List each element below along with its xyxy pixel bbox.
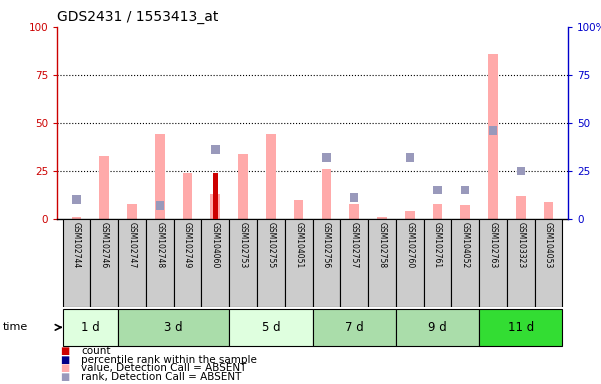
Text: GSM102744: GSM102744	[72, 222, 81, 268]
Bar	[63, 219, 90, 307]
Bar	[211, 146, 219, 154]
Text: GSM103323: GSM103323	[516, 222, 525, 268]
Text: 1 d: 1 d	[81, 321, 100, 334]
Text: GSM102748: GSM102748	[155, 222, 164, 268]
Text: 7 d: 7 d	[345, 321, 364, 334]
Text: GSM102755: GSM102755	[266, 222, 275, 268]
Text: GSM102753: GSM102753	[239, 222, 248, 268]
Text: 11 d: 11 d	[508, 321, 534, 334]
Bar	[535, 219, 563, 307]
Bar	[517, 167, 525, 175]
Bar	[461, 186, 469, 194]
Bar	[350, 194, 358, 202]
Bar	[63, 309, 118, 346]
Text: GSM102747: GSM102747	[127, 222, 136, 268]
Text: ■: ■	[60, 355, 69, 365]
Bar	[229, 309, 313, 346]
Text: time: time	[3, 322, 28, 333]
Bar	[285, 219, 313, 307]
Text: GSM102763: GSM102763	[489, 222, 498, 268]
Bar	[488, 54, 498, 219]
Bar	[433, 204, 442, 219]
Bar	[340, 219, 368, 307]
Bar	[396, 219, 424, 307]
Bar	[174, 219, 201, 307]
Bar	[424, 219, 451, 307]
Text: GSM104052: GSM104052	[461, 222, 470, 268]
Bar	[507, 219, 535, 307]
Bar	[368, 219, 396, 307]
Bar	[349, 204, 359, 219]
Text: GSM102756: GSM102756	[322, 222, 331, 268]
Bar	[118, 219, 146, 307]
Bar	[322, 153, 331, 162]
Bar	[238, 154, 248, 219]
Bar	[156, 201, 164, 210]
Bar	[99, 156, 109, 219]
Bar	[396, 309, 479, 346]
Bar	[377, 217, 387, 219]
Bar	[146, 219, 174, 307]
Text: ■: ■	[60, 346, 69, 356]
Bar	[229, 219, 257, 307]
Bar	[294, 200, 304, 219]
Text: 5 d: 5 d	[261, 321, 280, 334]
Bar	[118, 309, 229, 346]
Bar	[183, 173, 192, 219]
Text: ■: ■	[60, 363, 69, 373]
Bar	[210, 194, 220, 219]
Bar	[406, 153, 414, 162]
Bar	[433, 186, 442, 194]
Bar	[257, 219, 285, 307]
Text: 9 d: 9 d	[428, 321, 447, 334]
Bar	[460, 205, 470, 219]
Bar	[201, 219, 229, 307]
Bar	[479, 219, 507, 307]
Text: value, Detection Call = ABSENT: value, Detection Call = ABSENT	[81, 363, 246, 373]
Text: percentile rank within the sample: percentile rank within the sample	[81, 355, 257, 365]
Bar	[405, 211, 415, 219]
Bar	[266, 134, 276, 219]
Bar	[313, 219, 340, 307]
Bar	[155, 134, 165, 219]
Text: GSM102760: GSM102760	[405, 222, 414, 268]
Bar	[544, 202, 554, 219]
Text: GSM102746: GSM102746	[100, 222, 109, 268]
Text: GSM104060: GSM104060	[211, 222, 220, 268]
Bar	[127, 204, 137, 219]
Bar	[489, 126, 497, 135]
Text: rank, Detection Call = ABSENT: rank, Detection Call = ABSENT	[81, 372, 242, 382]
Text: GSM102761: GSM102761	[433, 222, 442, 268]
Text: GSM104053: GSM104053	[544, 222, 553, 268]
Bar	[72, 217, 81, 219]
Bar	[322, 169, 331, 219]
Bar	[313, 309, 396, 346]
Text: GSM102749: GSM102749	[183, 222, 192, 268]
Text: count: count	[81, 346, 111, 356]
Text: GSM104051: GSM104051	[294, 222, 303, 268]
Text: ■: ■	[60, 372, 69, 382]
Text: 3 d: 3 d	[165, 321, 183, 334]
Text: GDS2431 / 1553413_at: GDS2431 / 1553413_at	[57, 10, 219, 23]
Bar	[451, 219, 479, 307]
Text: GSM102758: GSM102758	[377, 222, 386, 268]
Bar	[90, 219, 118, 307]
Bar	[479, 309, 563, 346]
Bar	[72, 195, 81, 204]
Bar	[213, 173, 218, 219]
Bar	[516, 196, 526, 219]
Text: GSM102757: GSM102757	[350, 222, 359, 268]
